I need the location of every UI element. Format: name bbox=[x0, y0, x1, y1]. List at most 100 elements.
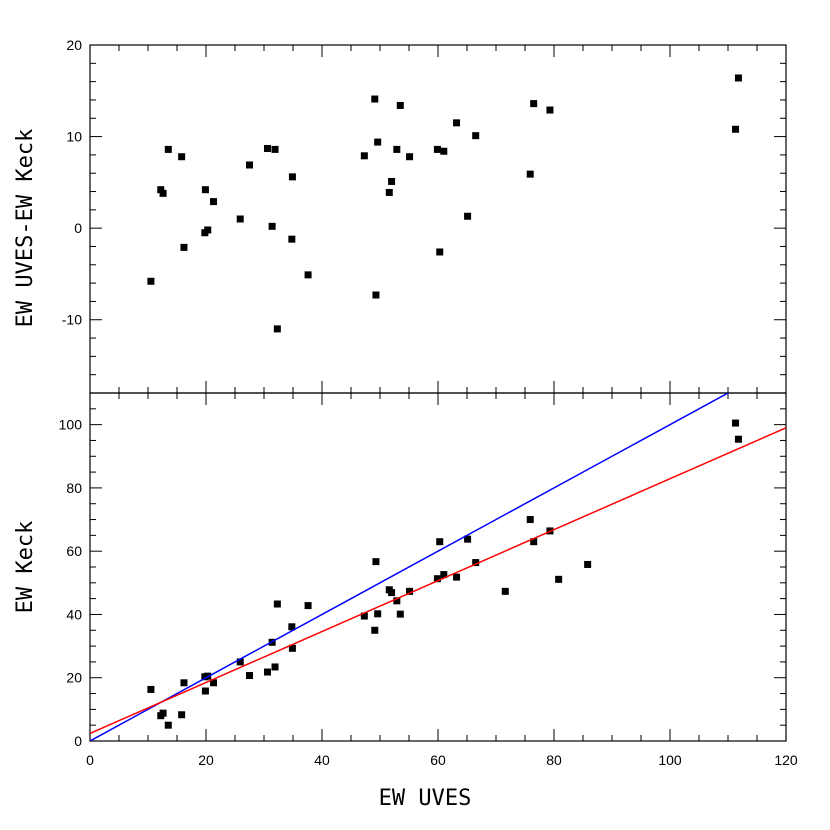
top-data-point bbox=[236, 215, 244, 223]
bottom-data-point bbox=[304, 602, 312, 610]
top-data-point bbox=[406, 153, 414, 161]
bottom-plot-frame bbox=[89, 392, 787, 742]
bottom-data-point bbox=[288, 623, 296, 631]
bottom-data-point bbox=[555, 575, 563, 583]
bottom-data-point bbox=[180, 679, 188, 687]
top-y-tick-label: 10 bbox=[66, 129, 82, 145]
bottom-data-point bbox=[147, 685, 155, 693]
bottom-data-point bbox=[263, 668, 271, 676]
bottom-data-point bbox=[271, 663, 279, 671]
bottom-data-point bbox=[406, 587, 414, 595]
top-data-point bbox=[147, 277, 155, 285]
top-data-point bbox=[288, 173, 296, 181]
bottom-data-point bbox=[526, 516, 534, 524]
top-data-point bbox=[304, 271, 312, 279]
top-y-tick-label: -10 bbox=[62, 312, 82, 328]
top-data-point bbox=[288, 235, 296, 243]
bottom-x-tick-label: 0 bbox=[86, 752, 94, 768]
bottom-y-axis-label: EW Keck bbox=[13, 521, 38, 614]
bottom-data-point bbox=[464, 535, 472, 543]
top-data-point bbox=[734, 74, 742, 82]
bottom-panel: 0 20 40 60 80 100 0 20 40 60 80 100 120 bbox=[59, 392, 798, 768]
bottom-data-point bbox=[433, 575, 441, 583]
top-plot-frame bbox=[89, 44, 787, 394]
bottom-data-point bbox=[210, 679, 218, 687]
bottom-data-point bbox=[472, 559, 480, 567]
bottom-x-tick-label: 40 bbox=[314, 752, 330, 768]
top-data-point bbox=[201, 186, 209, 194]
x-axis-label: EW UVES bbox=[379, 786, 472, 811]
top-data-point bbox=[440, 147, 448, 155]
bottom-data-point bbox=[372, 558, 380, 566]
top-data-point bbox=[393, 145, 401, 153]
bottom-data-point bbox=[201, 687, 209, 695]
top-data-point bbox=[273, 325, 281, 333]
top-data-point bbox=[374, 138, 382, 146]
top-data-point bbox=[178, 153, 186, 161]
top-data-point bbox=[157, 186, 165, 194]
top-data-point bbox=[732, 125, 740, 133]
top-data-point bbox=[453, 119, 461, 127]
bottom-data-point bbox=[396, 610, 404, 618]
top-data-point bbox=[271, 145, 279, 153]
bottom-x-tick-label: 60 bbox=[430, 752, 446, 768]
top-data-point bbox=[472, 132, 480, 140]
top-data-point bbox=[159, 189, 167, 197]
bottom-data-point bbox=[440, 571, 448, 579]
top-data-point bbox=[210, 198, 218, 206]
bottom-data-point bbox=[288, 644, 296, 652]
bottom-data-point bbox=[501, 587, 509, 595]
bottom-data-point bbox=[246, 672, 253, 680]
top-data-point bbox=[268, 222, 276, 230]
top-data-point bbox=[388, 177, 396, 185]
bottom-data-point bbox=[453, 573, 461, 581]
top-data-point bbox=[164, 145, 172, 153]
bottom-y-tick-label: 0 bbox=[74, 733, 82, 749]
top-data-point bbox=[433, 145, 441, 153]
bottom-data-point bbox=[273, 600, 281, 608]
top-data-point bbox=[385, 188, 393, 196]
top-data-point bbox=[263, 144, 271, 152]
top-data-point bbox=[180, 243, 188, 251]
top-data-point bbox=[204, 226, 212, 234]
bottom-data-point bbox=[732, 419, 740, 427]
bottom-y-tick-label: 100 bbox=[59, 417, 83, 433]
bottom-y-tick-label: 40 bbox=[66, 606, 82, 622]
top-data-point bbox=[436, 248, 444, 256]
bottom-data-point bbox=[734, 435, 742, 443]
top-data-point bbox=[464, 212, 472, 220]
top-y-tick-label: 0 bbox=[74, 220, 82, 236]
top-data-point bbox=[546, 106, 554, 114]
bottom-data-point bbox=[436, 538, 444, 546]
bottom-data-point bbox=[159, 709, 167, 717]
top-data-point bbox=[372, 291, 380, 299]
bottom-x-tick-label: 80 bbox=[546, 752, 562, 768]
top-data-point bbox=[246, 161, 253, 169]
bottom-data-point bbox=[584, 560, 592, 568]
bottom-red-fit-line bbox=[90, 427, 786, 735]
bottom-data-point bbox=[393, 597, 401, 605]
bottom-y-tick-label: 60 bbox=[66, 543, 82, 559]
bottom-y-tick-label: 80 bbox=[66, 480, 82, 496]
bottom-data-point bbox=[374, 610, 382, 618]
bottom-x-tick-label: 120 bbox=[774, 752, 798, 768]
top-y-tick-label: 20 bbox=[66, 37, 82, 53]
bottom-data-point bbox=[360, 612, 368, 620]
top-data-point bbox=[360, 152, 368, 160]
bottom-data-point bbox=[236, 658, 244, 666]
top-y-axis-label: EW UVES-EW Keck bbox=[13, 129, 38, 328]
bottom-x-tick-label: 20 bbox=[198, 752, 214, 768]
bottom-blue-fit-line bbox=[90, 393, 730, 741]
bottom-x-tick-label: 100 bbox=[658, 752, 682, 768]
bottom-data-point bbox=[178, 711, 186, 719]
top-data-point bbox=[526, 170, 534, 178]
top-data-point bbox=[396, 101, 404, 109]
bottom-data-point bbox=[164, 721, 172, 729]
top-panel: -10 0 10 20 bbox=[62, 37, 787, 394]
bottom-data-point bbox=[388, 589, 396, 597]
bottom-data-point bbox=[530, 538, 538, 546]
top-data-point bbox=[530, 100, 538, 108]
top-data-point bbox=[371, 95, 379, 103]
bottom-data-point bbox=[371, 626, 379, 634]
